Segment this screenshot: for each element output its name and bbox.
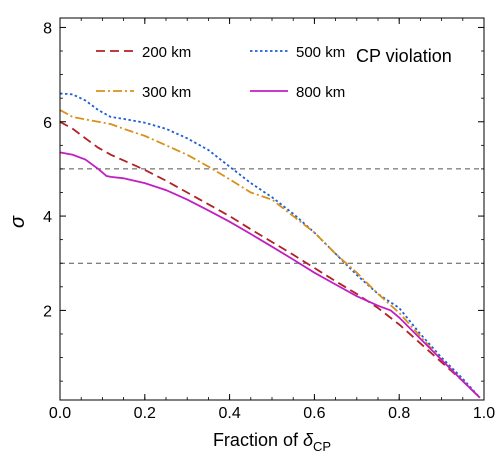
- x-tick-label: 0.6: [303, 405, 325, 422]
- legend-label-500-km: 500 km: [296, 44, 345, 61]
- legend-label-200-km: 200 km: [142, 44, 191, 61]
- x-axis-label-symbol: δ: [303, 430, 314, 450]
- legend-label-800-km: 800 km: [296, 84, 345, 101]
- series-line-800-km: [59, 151, 481, 399]
- legend: 200 km 500 km 300 km 800 km: [96, 44, 345, 101]
- x-tick-label: 0.4: [218, 405, 240, 422]
- y-tick-label: 8: [43, 20, 52, 37]
- series-layer: [59, 92, 481, 399]
- series-line-300-km: [59, 109, 481, 399]
- x-tick-label: 1.0: [473, 405, 495, 422]
- cp-violation-annotation: CP violation: [356, 46, 452, 66]
- x-tick-label: 0.2: [134, 405, 156, 422]
- series-line-500-km: [59, 92, 481, 399]
- series-line-200-km: [59, 121, 481, 399]
- x-tick-label: 0.0: [49, 405, 71, 422]
- y-tick-label: 4: [43, 209, 52, 226]
- y-tick-label: 6: [43, 115, 52, 132]
- x-tick-label: 0.8: [388, 405, 410, 422]
- legend-label-300-km: 300 km: [142, 84, 191, 101]
- y-axis-label: σ: [7, 215, 29, 228]
- x-axis-label-subscript: CP: [313, 439, 331, 454]
- x-axis-label: Fraction of δCP: [213, 430, 331, 454]
- y-tick-label: 2: [43, 303, 52, 320]
- reference-lines: [60, 168, 484, 264]
- x-axis-label-prefix: Fraction of: [213, 430, 303, 450]
- axis-ticks: 0.0 0.2 0.4 0.6 0.8 1.0 2 4 6 8: [43, 18, 495, 422]
